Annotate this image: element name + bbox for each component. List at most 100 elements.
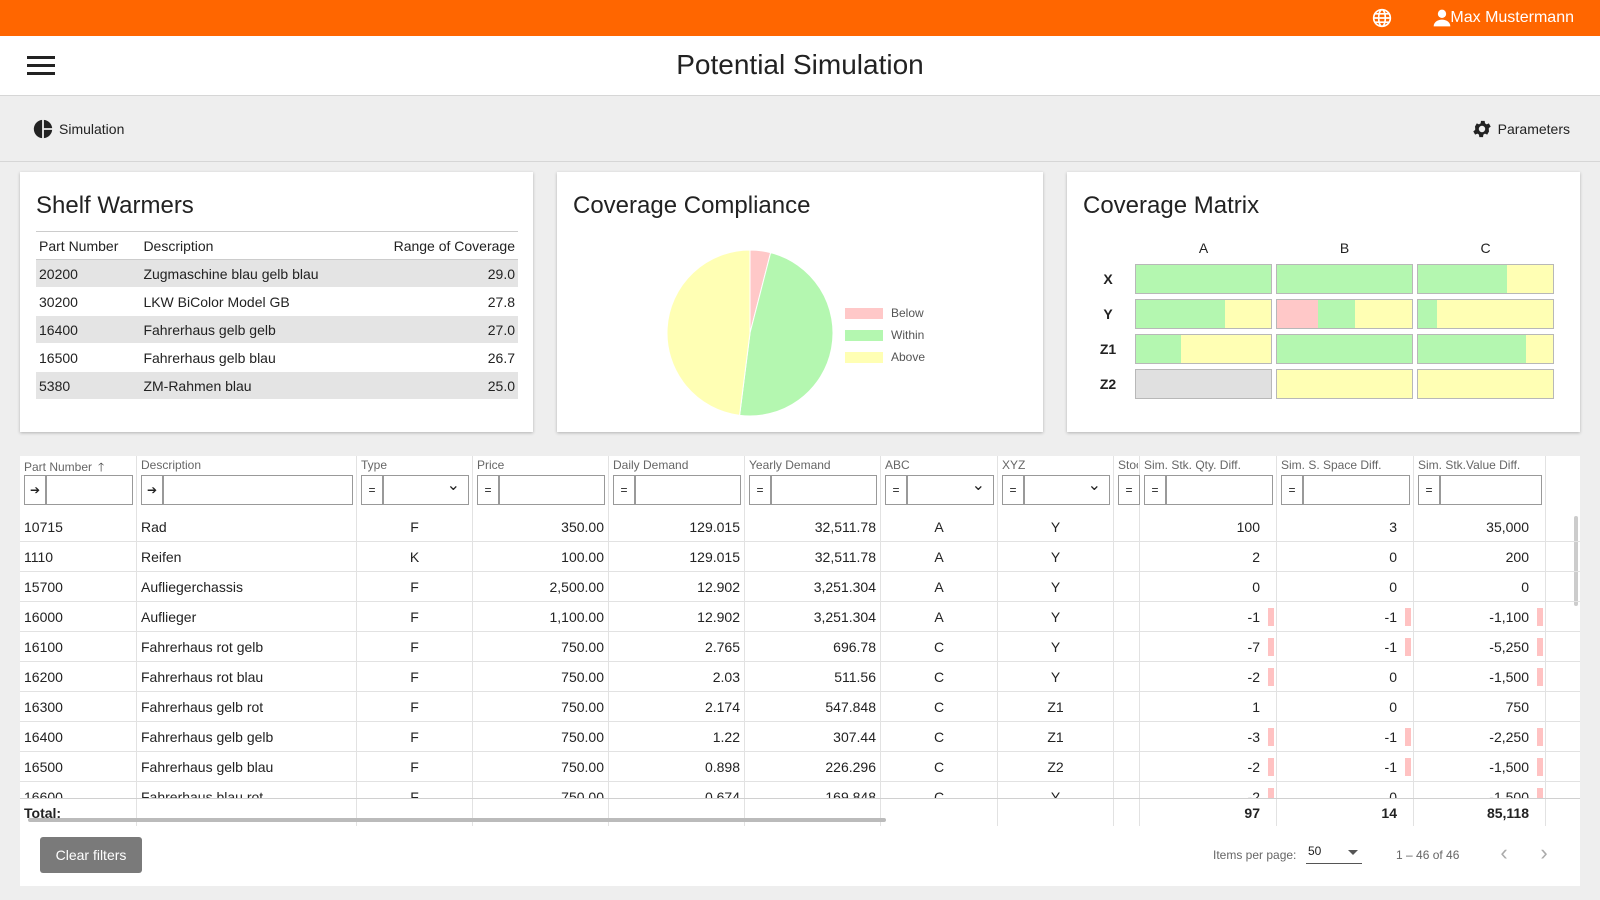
hamburger-menu-icon[interactable] (27, 56, 55, 76)
filter-input[interactable] (499, 475, 605, 505)
filter-select[interactable] (383, 472, 469, 505)
filter-operator-button[interactable]: = (361, 475, 383, 505)
matrix-cell-z2-a[interactable] (1135, 369, 1272, 399)
matrix-cell-y-c[interactable] (1417, 299, 1554, 329)
filter-input[interactable] (1166, 475, 1273, 505)
user-icon[interactable] (1432, 8, 1452, 28)
cell-xyz: Y (998, 662, 1114, 692)
globe-icon[interactable] (1372, 8, 1392, 28)
matrix-segment (1136, 370, 1271, 398)
filter-select[interactable] (1024, 472, 1110, 505)
vertical-scrollbar[interactable] (1574, 516, 1578, 606)
filter-operator-button[interactable]: = (1118, 475, 1140, 505)
legend-item-below[interactable]: Below (845, 302, 925, 324)
filter-operator-button[interactable]: ➔ (141, 475, 163, 505)
horizontal-scrollbar[interactable] (28, 818, 886, 822)
next-page-icon[interactable]: › (1540, 840, 1548, 865)
matrix-cell-y-b[interactable] (1276, 299, 1413, 329)
filter-operator-button[interactable]: = (749, 475, 771, 505)
matrix-cell-z2-c[interactable] (1417, 369, 1554, 399)
cell-value: Z1 (1047, 729, 1064, 745)
filter-input[interactable] (635, 475, 741, 505)
cell-value: F (410, 729, 419, 745)
col-header-description[interactable]: Description ➔ (137, 456, 357, 512)
matrix-cell-z1-c[interactable] (1417, 334, 1554, 364)
cell-value: 1,100.00 (549, 609, 605, 625)
table-row[interactable]: 15700 Aufliegerchassis F 2,500.00 12.902 3,25… (20, 572, 1580, 602)
shelf-warmers-row[interactable]: 30200 LKW BiColor Model GB 27.8 (36, 287, 518, 316)
table-row[interactable]: 10715 Rad F 350.00 129.015 32,511.78 A Y 100 3 35,… (20, 512, 1580, 542)
cell-value: 2.765 (704, 639, 740, 655)
pie-slice-within[interactable] (739, 251, 834, 417)
matrix-cell-x-b[interactable] (1276, 264, 1413, 294)
filter-operator-button[interactable]: = (613, 475, 635, 505)
filter-select[interactable] (907, 472, 994, 505)
table-row[interactable]: 16400 Fahrerhaus gelb gelb F 750.00 1.22 307.… (20, 722, 1580, 752)
parameters-button[interactable]: Parameters (1471, 118, 1570, 140)
shelf-warmers-row[interactable]: 5380 ZM-Rahmen blau 25.0 (36, 371, 518, 400)
legend-label: Below (891, 306, 924, 320)
table-row[interactable]: 16300 Fahrerhaus gelb rot F 750.00 2.174 547.… (20, 692, 1580, 722)
shelf-warmers-row[interactable]: 16400 Fahrerhaus gelb gelb 27.0 (36, 315, 518, 344)
negative-indicator-bar (1537, 788, 1543, 806)
table-row[interactable]: 16000 Auflieger F 1,100.00 12.902 3,251.304 A Y… (20, 602, 1580, 632)
cell-type: F (357, 752, 473, 782)
table-row[interactable]: 1110 Reifen K 100.00 129.015 32,511.78 A Y 2 0 200 (20, 542, 1580, 572)
table-row[interactable]: 16100 Fahrerhaus rot gelb F 750.00 2.765 696.… (20, 632, 1580, 662)
filter-input[interactable] (1440, 475, 1542, 505)
col-header-stock[interactable]: Stoc = (1114, 456, 1140, 512)
cell-daily-demand: 2.765 (609, 632, 745, 662)
filter-operator-button[interactable]: ➔ (24, 475, 46, 505)
shelf-warmers-row[interactable]: 20200 Zugmaschine blau gelb blau 29.0 (36, 259, 518, 288)
filter-operator-button[interactable]: = (1002, 475, 1024, 505)
col-header-sim-stk-value-diff[interactable]: Sim. Stk.Value Diff. = (1414, 456, 1546, 512)
filter-operator-button[interactable]: = (477, 475, 499, 505)
filter-input[interactable] (771, 475, 877, 505)
cell-value: C (933, 639, 945, 655)
cell-value: -2 (1247, 759, 1260, 775)
matrix-cell-z1-a[interactable] (1135, 334, 1272, 364)
matrix-cell-y-a[interactable] (1135, 299, 1272, 329)
cell-part-number: 15700 (20, 572, 137, 602)
filter-input[interactable] (46, 475, 133, 505)
filter-operator-button[interactable]: = (885, 475, 907, 505)
legend-item-within[interactable]: Within (845, 324, 925, 346)
sw-col-description[interactable]: Description (140, 231, 363, 260)
matrix-cell-z2-b[interactable] (1276, 369, 1413, 399)
previous-page-icon[interactable]: ‹ (1500, 840, 1508, 865)
col-header-type[interactable]: Type = (357, 456, 473, 512)
matrix-cell-x-c[interactable] (1417, 264, 1554, 294)
col-header-yearly-demand[interactable]: Yearly Demand = (745, 456, 881, 512)
col-header-price[interactable]: Price = (473, 456, 609, 512)
simulation-button[interactable]: Simulation (32, 118, 124, 140)
shelf-warmers-row[interactable]: 16500 Fahrerhaus gelb blau 26.7 (36, 343, 518, 372)
table-row[interactable]: 16500 Fahrerhaus gelb blau F 750.00 0.898 226… (20, 752, 1580, 782)
pie-slice-above[interactable] (666, 249, 751, 416)
col-header-xyz[interactable]: XYZ = (998, 456, 1114, 512)
matrix-segment (1418, 300, 1437, 328)
filter-input[interactable] (1303, 475, 1410, 505)
sw-col-range-of-coverage[interactable]: Range of Coverage (362, 231, 518, 260)
col-header-daily-demand[interactable]: Daily Demand = (609, 456, 745, 512)
legend-item-above[interactable]: Above (845, 346, 925, 368)
sw-col-part-number[interactable]: Part Number (36, 231, 141, 260)
filter-operator-button[interactable]: = (1144, 475, 1166, 505)
cell-value: Y (1050, 789, 1061, 805)
col-header-part-number[interactable]: Part Number 🡑 ➔ (20, 456, 137, 512)
filter-operator-button[interactable]: = (1418, 475, 1440, 505)
items-per-page-select[interactable]: 50 (1306, 844, 1362, 864)
total-sim-s-space-diff: 14 (1277, 799, 1414, 826)
col-header-sim-stk-qty-diff[interactable]: Sim. Stk. Qty. Diff. = (1140, 456, 1277, 512)
total-part-number: Total: (20, 799, 137, 826)
col-header-sim-s-space-diff[interactable]: Sim. S. Space Diff. = (1277, 456, 1414, 512)
table-row[interactable]: 16200 Fahrerhaus rot blau F 750.00 2.03 511.5… (20, 662, 1580, 692)
clear-filters-button[interactable]: Clear filters (40, 837, 142, 873)
filter-input[interactable] (163, 475, 353, 505)
matrix-cell-z1-b[interactable] (1276, 334, 1413, 364)
sw-description: Zugmaschine blau gelb blau (140, 259, 363, 288)
username[interactable]: Max Mustermann (1450, 9, 1574, 26)
sort-asc-icon[interactable]: 🡑 (98, 460, 105, 474)
col-header-abc[interactable]: ABC = (881, 456, 998, 512)
filter-operator-button[interactable]: = (1281, 475, 1303, 505)
matrix-cell-x-a[interactable] (1135, 264, 1272, 294)
